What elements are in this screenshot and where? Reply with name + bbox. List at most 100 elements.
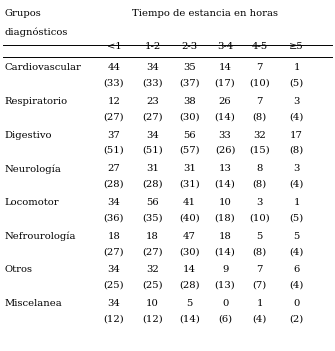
Text: 12: 12 <box>108 97 120 106</box>
Text: 34: 34 <box>108 299 120 308</box>
Text: Locomotor: Locomotor <box>4 198 59 207</box>
Text: Miscelanea: Miscelanea <box>4 299 62 308</box>
Text: (15): (15) <box>249 146 270 155</box>
Text: (27): (27) <box>142 112 163 121</box>
Text: 8: 8 <box>256 164 263 173</box>
Text: (13): (13) <box>215 281 236 290</box>
Text: (17): (17) <box>215 79 236 88</box>
Text: Nefrourología: Nefrourología <box>4 232 75 241</box>
Text: 3: 3 <box>256 198 263 207</box>
Text: 0: 0 <box>293 299 300 308</box>
Text: (8): (8) <box>289 146 304 155</box>
Text: (4): (4) <box>289 112 304 121</box>
Text: (36): (36) <box>104 213 124 223</box>
Text: (28): (28) <box>104 180 124 189</box>
Text: (40): (40) <box>179 213 200 223</box>
Text: (35): (35) <box>142 213 163 223</box>
Text: (8): (8) <box>253 247 267 256</box>
Text: 17: 17 <box>290 131 303 140</box>
Text: (57): (57) <box>179 146 200 155</box>
Text: 0: 0 <box>222 299 228 308</box>
Text: <1: <1 <box>107 42 121 52</box>
Text: 34: 34 <box>146 63 159 72</box>
Text: (4): (4) <box>289 180 304 189</box>
Text: (12): (12) <box>104 314 124 324</box>
Text: Otros: Otros <box>4 265 32 274</box>
Text: Respiratorio: Respiratorio <box>4 97 67 106</box>
Text: (10): (10) <box>249 79 270 88</box>
Text: 33: 33 <box>219 131 231 140</box>
Text: 9: 9 <box>222 265 228 274</box>
Text: 5: 5 <box>186 299 193 308</box>
Text: 44: 44 <box>108 63 120 72</box>
Text: (14): (14) <box>215 112 236 121</box>
Text: 2-3: 2-3 <box>181 42 197 52</box>
Text: 41: 41 <box>183 198 196 207</box>
Text: (10): (10) <box>249 213 270 223</box>
Text: (2): (2) <box>289 314 304 324</box>
Text: 5: 5 <box>293 232 300 241</box>
Text: (14): (14) <box>215 180 236 189</box>
Text: 34: 34 <box>146 131 159 140</box>
Text: (25): (25) <box>104 281 124 290</box>
Text: (30): (30) <box>179 112 200 121</box>
Text: 32: 32 <box>146 265 159 274</box>
Text: (27): (27) <box>104 112 124 121</box>
Text: (8): (8) <box>253 180 267 189</box>
Text: 5: 5 <box>256 232 263 241</box>
Text: 31: 31 <box>183 164 196 173</box>
Text: 7: 7 <box>256 265 263 274</box>
Text: Tiempo de estancia en horas: Tiempo de estancia en horas <box>132 9 278 18</box>
Text: 56: 56 <box>146 198 159 207</box>
Text: (30): (30) <box>179 247 200 256</box>
Text: 7: 7 <box>256 97 263 106</box>
Text: 32: 32 <box>253 131 266 140</box>
Text: (5): (5) <box>289 79 304 88</box>
Text: (18): (18) <box>215 213 236 223</box>
Text: (28): (28) <box>179 281 200 290</box>
Text: 10: 10 <box>146 299 159 308</box>
Text: 18: 18 <box>219 232 231 241</box>
Text: 4-5: 4-5 <box>252 42 268 52</box>
Text: 3: 3 <box>293 97 300 106</box>
Text: Digestivo: Digestivo <box>4 131 52 140</box>
Text: (25): (25) <box>142 281 163 290</box>
Text: diagnósticos: diagnósticos <box>4 27 67 37</box>
Text: (37): (37) <box>179 79 200 88</box>
Text: 1: 1 <box>293 63 300 72</box>
Text: 18: 18 <box>146 232 159 241</box>
Text: 6: 6 <box>293 265 299 274</box>
Text: (5): (5) <box>289 213 304 223</box>
Text: (14): (14) <box>179 314 200 324</box>
Text: Cardiovascular: Cardiovascular <box>4 63 81 72</box>
Text: 7: 7 <box>256 63 263 72</box>
Text: 47: 47 <box>183 232 196 241</box>
Text: (28): (28) <box>142 180 163 189</box>
Text: (14): (14) <box>215 247 236 256</box>
Text: 34: 34 <box>108 198 120 207</box>
Text: (33): (33) <box>104 79 124 88</box>
Text: 18: 18 <box>108 232 120 241</box>
Text: (7): (7) <box>253 281 267 290</box>
Text: (6): (6) <box>218 314 232 324</box>
Text: 37: 37 <box>108 131 120 140</box>
Text: 3-4: 3-4 <box>217 42 233 52</box>
Text: 26: 26 <box>219 97 231 106</box>
Text: (31): (31) <box>179 180 200 189</box>
Text: (4): (4) <box>253 314 267 324</box>
Text: 14: 14 <box>183 265 196 274</box>
Text: 1-2: 1-2 <box>144 42 160 52</box>
Text: 3: 3 <box>293 164 300 173</box>
Text: 14: 14 <box>219 63 231 72</box>
Text: Grupos: Grupos <box>4 9 41 18</box>
Text: (27): (27) <box>142 247 163 256</box>
Text: (33): (33) <box>142 79 163 88</box>
Text: (51): (51) <box>104 146 124 155</box>
Text: 31: 31 <box>146 164 159 173</box>
Text: 35: 35 <box>183 63 196 72</box>
Text: 23: 23 <box>146 97 159 106</box>
Text: 34: 34 <box>108 265 120 274</box>
Text: (4): (4) <box>289 281 304 290</box>
Text: Neurología: Neurología <box>4 164 61 174</box>
Text: 1: 1 <box>293 198 300 207</box>
